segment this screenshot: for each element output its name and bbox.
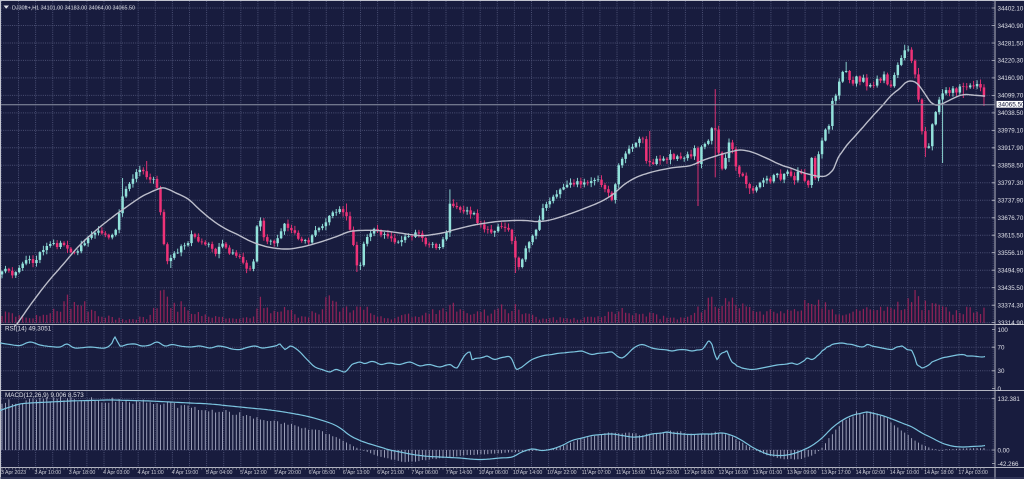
svg-text:34281.50: 34281.50: [998, 40, 1024, 47]
svg-text:30: 30: [998, 368, 1005, 375]
svg-text:33676.70: 33676.70: [998, 215, 1024, 222]
svg-text:33615.50: 33615.50: [998, 233, 1024, 240]
svg-text:10 Apr 22:00: 10 Apr 22:00: [547, 470, 577, 476]
svg-text:33374.30: 33374.30: [998, 303, 1024, 310]
svg-text:70: 70: [998, 345, 1005, 352]
svg-text:12 Apr 16:00: 12 Apr 16:00: [718, 470, 748, 476]
svg-text:34220.30: 34220.30: [998, 58, 1024, 65]
svg-text:34099.70: 34099.70: [998, 93, 1024, 100]
svg-text:33979.10: 33979.10: [998, 128, 1024, 135]
svg-text:6 Apr 13:00: 6 Apr 13:00: [343, 470, 370, 476]
svg-text:14 Apr 18:00: 14 Apr 18:00: [924, 470, 954, 476]
svg-text:132.381: 132.381: [998, 396, 1021, 403]
svg-text:33737.90: 33737.90: [998, 198, 1024, 205]
svg-text:14 Apr 10:00: 14 Apr 10:00: [890, 470, 920, 476]
svg-text:34160.90: 34160.90: [998, 75, 1024, 82]
svg-text:3 Apr 10:00: 3 Apr 10:00: [35, 470, 62, 476]
svg-text:0.00: 0.00: [998, 447, 1011, 454]
svg-text:6 Apr 21:00: 6 Apr 21:00: [377, 470, 404, 476]
svg-text:7 Apr 06:00: 7 Apr 06:00: [411, 470, 438, 476]
svg-text:DJ30ft+,H1 34101.00 34183.00 3: DJ30ft+,H1 34101.00 34183.00 34064.00 34…: [12, 5, 135, 11]
svg-text:100: 100: [998, 327, 1009, 334]
svg-text:33314.90: 33314.90: [998, 320, 1024, 327]
svg-text:5 Apr 20:00: 5 Apr 20:00: [274, 470, 301, 476]
svg-text:12 Apr 08:00: 12 Apr 08:00: [684, 470, 714, 476]
svg-text:34038.50: 34038.50: [998, 110, 1024, 117]
svg-text:33494.90: 33494.90: [998, 268, 1024, 275]
svg-text:33435.50: 33435.50: [998, 285, 1024, 292]
svg-text:17 Apr 03:00: 17 Apr 03:00: [958, 470, 988, 476]
svg-text:4 Apr 11:00: 4 Apr 11:00: [138, 470, 164, 476]
svg-text:33797.30: 33797.30: [998, 180, 1024, 187]
svg-text:5 Apr 12:00: 5 Apr 12:00: [240, 470, 267, 476]
svg-text:3 Apr 2023: 3 Apr 2023: [1, 470, 26, 476]
svg-text:34402.10: 34402.10: [998, 5, 1024, 12]
svg-text:33556.10: 33556.10: [998, 250, 1024, 257]
svg-text:MACD(12,26,9) 9.006 8.573: MACD(12,26,9) 9.006 8.573: [5, 392, 84, 399]
svg-text:3 Apr 18:00: 3 Apr 18:00: [69, 470, 96, 476]
svg-text:11 Apr 07:00: 11 Apr 07:00: [582, 470, 611, 476]
svg-text:13 Apr 17:00: 13 Apr 17:00: [821, 470, 851, 476]
svg-text:10 Apr 14:00: 10 Apr 14:00: [513, 470, 543, 476]
svg-text:-42.266: -42.266: [998, 461, 1020, 468]
svg-text:RSI(14) 49.3051: RSI(14) 49.3051: [5, 326, 52, 333]
svg-text:13 Apr 09:00: 13 Apr 09:00: [787, 470, 817, 476]
svg-text:34065.50: 34065.50: [998, 101, 1024, 108]
svg-text:11 Apr 23:00: 11 Apr 23:00: [650, 470, 679, 476]
svg-text:0: 0: [998, 386, 1002, 393]
svg-text:14 Apr 02:00: 14 Apr 02:00: [856, 470, 886, 476]
svg-text:33917.90: 33917.90: [998, 145, 1024, 152]
svg-text:5 Apr 04:00: 5 Apr 04:00: [206, 470, 233, 476]
svg-text:7 Apr 14:00: 7 Apr 14:00: [446, 470, 473, 476]
svg-text:33858.50: 33858.50: [998, 163, 1024, 170]
svg-text:6 Apr 05:00: 6 Apr 05:00: [309, 470, 336, 476]
svg-text:4 Apr 03:00: 4 Apr 03:00: [103, 470, 130, 476]
svg-text:4 Apr 19:00: 4 Apr 19:00: [172, 470, 199, 476]
svg-text:13 Apr 01:00: 13 Apr 01:00: [753, 470, 783, 476]
svg-text:34340.90: 34340.90: [998, 23, 1024, 30]
svg-text:10 Apr 06:00: 10 Apr 06:00: [479, 470, 509, 476]
svg-text:11 Apr 15:00: 11 Apr 15:00: [616, 470, 645, 476]
